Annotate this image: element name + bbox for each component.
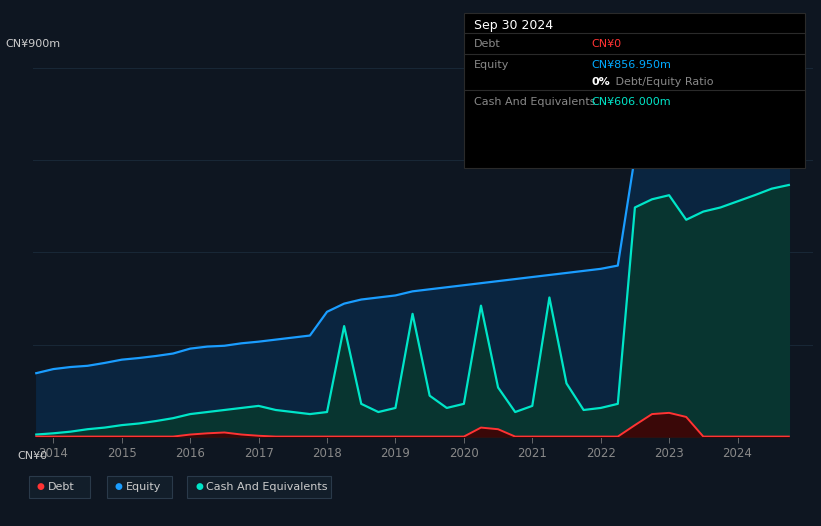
Text: CN¥900m: CN¥900m [6,39,61,49]
Text: CN¥856.950m: CN¥856.950m [591,60,671,70]
Text: CN¥0: CN¥0 [17,451,48,461]
Text: CN¥606.000m: CN¥606.000m [591,97,671,107]
Text: Sep 30 2024: Sep 30 2024 [474,19,553,33]
Text: Equity: Equity [474,60,509,70]
Text: ●: ● [37,482,45,491]
Text: CN¥0: CN¥0 [591,39,621,49]
Text: Debt/Equity Ratio: Debt/Equity Ratio [612,77,714,87]
Text: Debt: Debt [48,481,75,492]
Text: Equity: Equity [126,481,161,492]
Text: ●: ● [195,482,204,491]
Text: Cash And Equivalents: Cash And Equivalents [474,97,595,107]
Text: Debt: Debt [474,39,501,49]
Text: ●: ● [115,482,123,491]
Text: 0%: 0% [591,77,610,87]
Text: Cash And Equivalents: Cash And Equivalents [206,481,328,492]
